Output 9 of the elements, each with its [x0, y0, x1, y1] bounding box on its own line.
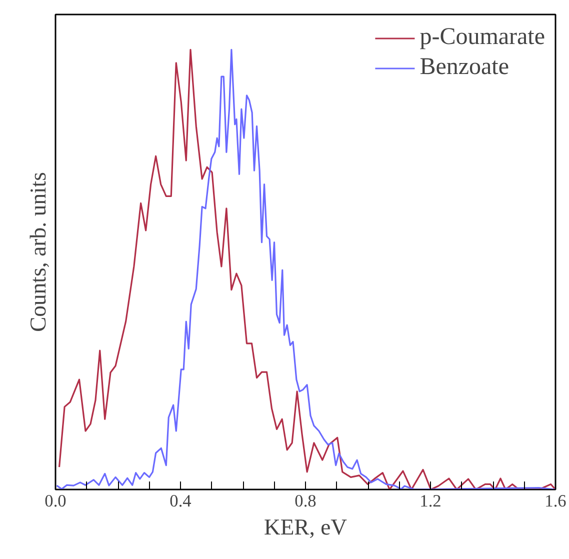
x-tick-label: 1.6	[544, 492, 567, 510]
x-tick-label: 0.4	[170, 492, 192, 510]
legend-label: p-Coumarate	[420, 24, 545, 51]
x-tick-label: 0.0	[44, 492, 66, 510]
legend-label: Benzoate	[420, 54, 509, 81]
x-tick-label: 1.2	[420, 492, 442, 510]
x-axis-title: KER, eV	[264, 514, 348, 540]
x-tick-label: 0.8	[294, 492, 316, 510]
y-axis-title: Counts, arb. units	[26, 172, 50, 332]
